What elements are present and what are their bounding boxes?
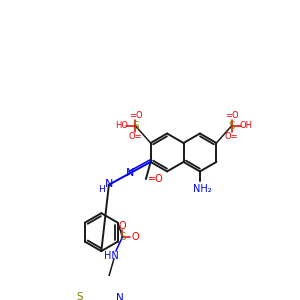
Text: NH₂: NH₂ <box>194 184 212 194</box>
Text: =O: =O <box>129 111 142 120</box>
Text: N: N <box>105 179 113 189</box>
Text: O: O <box>119 221 126 232</box>
Text: =O: =O <box>148 174 163 184</box>
Text: OH: OH <box>239 122 252 130</box>
Text: S: S <box>119 232 126 242</box>
Text: HO: HO <box>115 122 128 130</box>
Text: O=: O= <box>225 132 238 141</box>
Text: N: N <box>126 168 134 178</box>
Text: N: N <box>116 293 124 300</box>
Text: H: H <box>98 185 105 194</box>
Text: HN: HN <box>104 251 119 261</box>
Text: S: S <box>132 121 139 131</box>
Text: S: S <box>76 292 83 300</box>
Text: O=: O= <box>129 132 142 141</box>
Text: S: S <box>228 121 235 131</box>
Text: =O: =O <box>225 111 238 120</box>
Text: O: O <box>131 232 139 242</box>
